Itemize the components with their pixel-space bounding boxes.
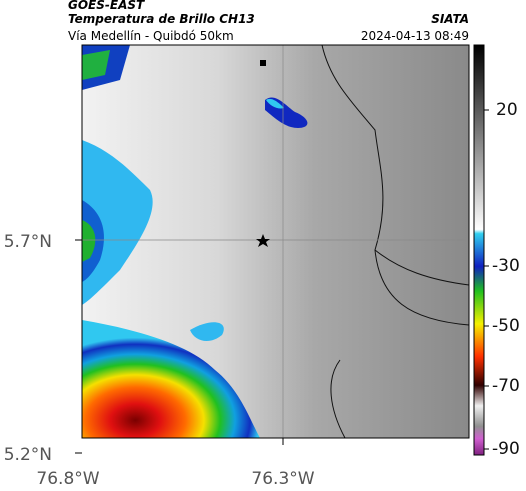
product: Temperatura de Brillo CH13	[68, 12, 255, 26]
lat-label: 5.2°N	[4, 445, 52, 465]
route: Vía Medellín - Quibdó 50km	[68, 29, 234, 43]
route-marker	[256, 234, 270, 247]
colorbar-label: 20	[496, 100, 518, 120]
org: SIATA	[431, 12, 469, 26]
imagery	[82, 45, 469, 438]
colorbar-label: -30	[492, 256, 520, 276]
colorbar-label: -50	[492, 316, 520, 336]
lat-label: 5.7°N	[4, 232, 52, 252]
colorbar	[473, 44, 485, 456]
lon-label: 76.3°W	[251, 469, 314, 489]
colorbar-label: -90	[492, 439, 520, 459]
lon-label: 76.8°W	[36, 469, 99, 489]
datetime: 2024-04-13 08:49	[361, 29, 469, 43]
satellite: GOES-EAST	[68, 0, 145, 12]
colorbar-label: -70	[492, 376, 520, 396]
